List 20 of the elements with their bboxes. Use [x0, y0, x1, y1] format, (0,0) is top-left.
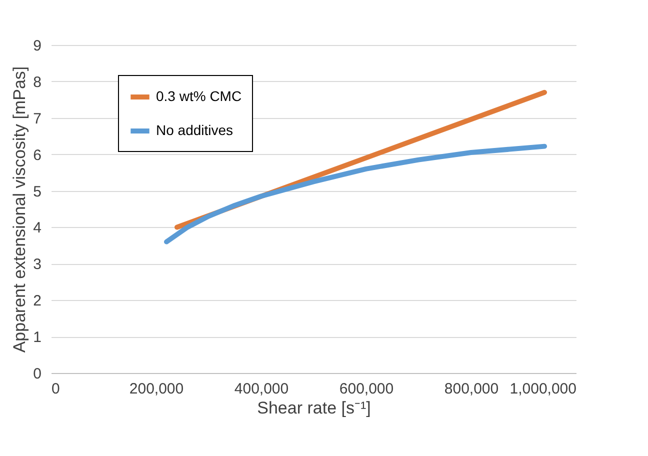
- y-tick-label: 0: [33, 366, 42, 382]
- x-tick-label: 1,000,000: [510, 380, 576, 398]
- y-tick-label: 2: [33, 292, 42, 310]
- y-tick-label: 6: [33, 146, 42, 164]
- y-tick-label: 9: [33, 38, 42, 54]
- x-axis-title: Shear rate [s⁻¹]: [257, 398, 371, 418]
- y-tick-label: 7: [33, 110, 42, 128]
- legend-label: 0.3 wt% CMC: [156, 88, 242, 104]
- x-tick-label: 400,000: [234, 380, 289, 398]
- legend-label: No additives: [156, 122, 234, 138]
- x-tick-label: 600,000: [339, 380, 394, 398]
- y-tick-label: 5: [33, 183, 42, 200]
- x-tick-label: 200,000: [129, 380, 184, 398]
- y-axis-title: Apparent extensional viscosity [mPas]: [10, 66, 30, 353]
- y-tick-label: 3: [33, 256, 42, 274]
- x-tick-label: 800,000: [444, 380, 499, 398]
- y-tick-label: 4: [33, 220, 42, 237]
- y-tick-label: 1: [33, 329, 42, 346]
- y-tick-label: 8: [33, 74, 42, 91]
- x-tick-label: 0: [52, 380, 60, 398]
